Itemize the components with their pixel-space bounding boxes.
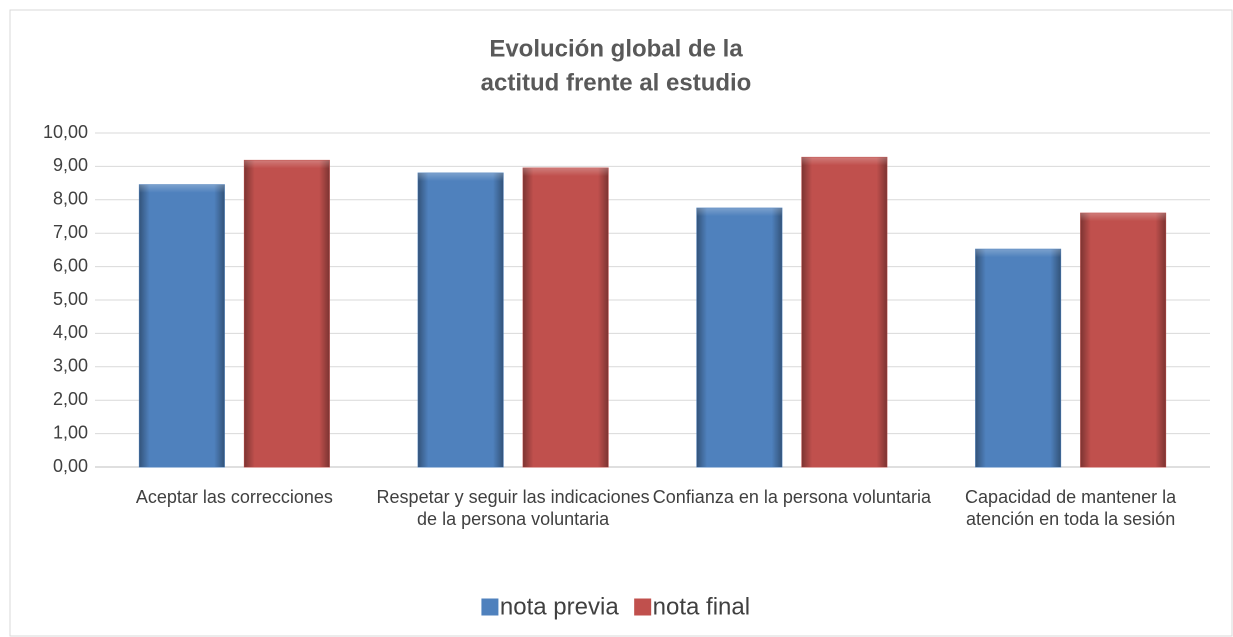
bar-shine: [801, 157, 887, 166]
x-tick-label: Respetar y seguir las indicaciones de la…: [376, 487, 650, 529]
bar-shade: [244, 160, 330, 467]
y-tick-label: 10,00: [43, 122, 88, 142]
bar-shine: [1080, 213, 1166, 222]
y-tick-label: 3,00: [53, 356, 88, 376]
x-tick-label: Capacidad de mantener la atención en tod…: [965, 487, 1177, 529]
bar-shine: [244, 160, 330, 169]
y-tick-label: 4,00: [53, 322, 88, 342]
chart-title: Evolución global de la: [489, 35, 743, 62]
chart-title: actitud frente al estudio: [481, 69, 752, 96]
x-tick-label: Confianza en la persona voluntaria: [652, 487, 931, 507]
y-tick-label: 5,00: [53, 289, 88, 309]
legend-swatch: [481, 598, 499, 616]
bar-shade: [418, 173, 504, 467]
bar-shade: [975, 249, 1061, 467]
bar-shine: [523, 168, 609, 177]
bar-shade: [696, 208, 782, 467]
y-tick-label: 9,00: [53, 155, 88, 175]
y-tick-label: 7,00: [53, 222, 88, 242]
legend-label: nota final: [653, 593, 750, 620]
legend-label: nota previa: [500, 593, 619, 620]
y-tick-label: 1,00: [53, 422, 88, 442]
y-tick-label: 2,00: [53, 389, 88, 409]
legend-swatch: [634, 598, 652, 616]
x-tick-label: Aceptar las correcciones: [135, 487, 333, 507]
bar-shade: [1080, 213, 1166, 467]
bar-shade: [139, 184, 225, 467]
bar-shade: [801, 157, 887, 467]
bar-shine: [418, 173, 504, 182]
y-tick-label: 0,00: [53, 456, 88, 476]
bar-shine: [139, 184, 225, 193]
y-tick-label: 8,00: [53, 189, 88, 209]
bar-shine: [696, 208, 782, 217]
bar-shade: [523, 168, 609, 467]
bar-shine: [975, 249, 1061, 258]
y-tick-label: 6,00: [53, 255, 88, 275]
